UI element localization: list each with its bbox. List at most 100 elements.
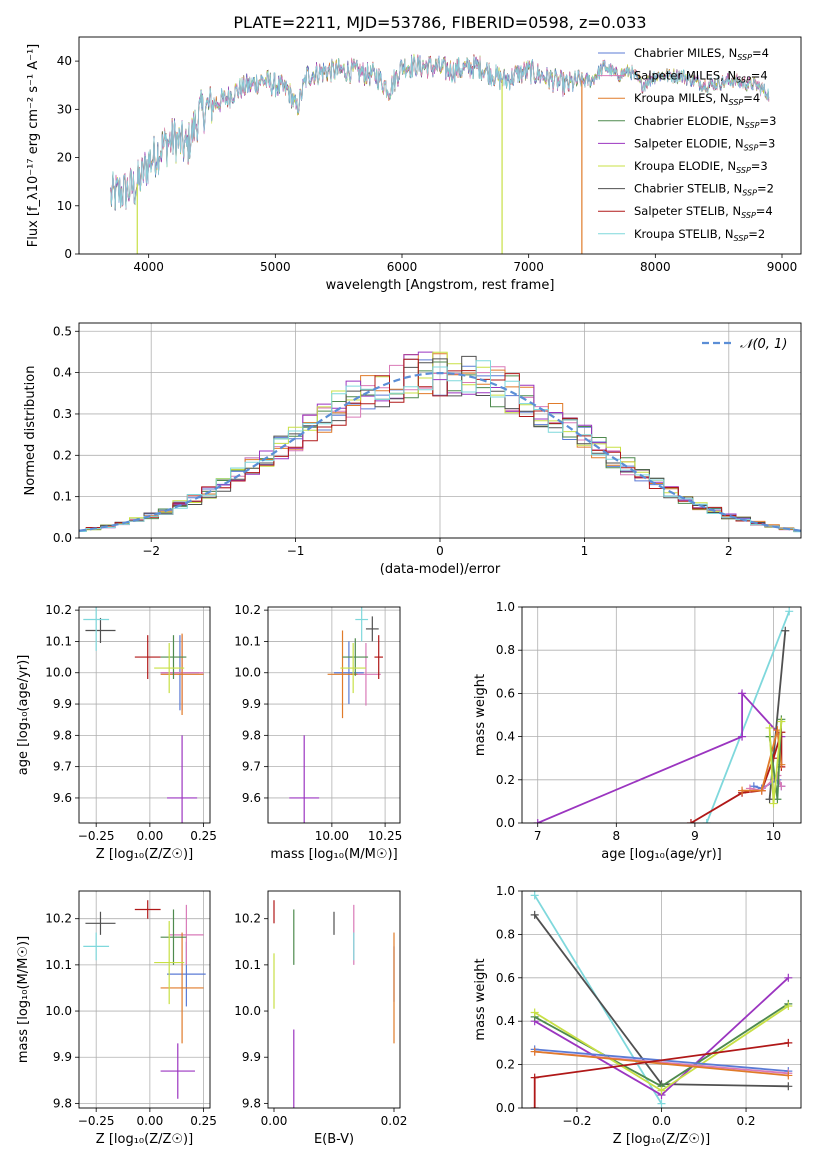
tick-label-y: 10: [57, 199, 72, 213]
tick-label-x: 9: [691, 829, 699, 843]
weight-marker-kr_miles: [530, 1047, 539, 1056]
tick-label-y: 10.0: [45, 666, 72, 680]
tick-label-y: 9.6: [242, 791, 261, 805]
axes-frame: [78, 322, 802, 539]
tick-label-x: 0.00: [137, 1114, 164, 1128]
tick-label-y: 10.0: [234, 666, 261, 680]
weight-marker-kr_elodie: [769, 799, 778, 808]
tick-label-y: 0.2: [496, 1058, 515, 1072]
tick-label-y: 9.7: [53, 760, 72, 774]
tick-label-x: 4000: [133, 260, 164, 274]
legend-label: Kroupa ELODIE, NSSP=3: [634, 159, 768, 175]
tick-label-y: 9.7: [242, 760, 261, 774]
tick-label-y: 0.8: [496, 643, 515, 657]
tick-label-x: 7000: [513, 260, 544, 274]
axes-frame: [267, 890, 401, 1109]
weight-marker-kr_elodie: [657, 1086, 666, 1095]
axis-label-x: E(B-V): [314, 1132, 354, 1147]
weight-marker-ch_stelib: [781, 626, 790, 635]
tick-label-y: 9.6: [53, 791, 72, 805]
tick-label-y: 10.1: [45, 958, 72, 972]
tick-label-y: 0.4: [53, 366, 72, 380]
spectrum-line-kr_stelib: [110, 55, 770, 209]
figure-title: PLATE=2211, MJD=53786, FIBERID=0598, z=0…: [233, 13, 646, 32]
tick-label-x: 0.2: [736, 1114, 755, 1128]
tick-label-y: 10.2: [45, 603, 72, 617]
plot-area-age_vs_Z: [83, 607, 204, 823]
plot-area-mass_weight_vs_age: [533, 607, 794, 823]
weight-line-kr_miles: [534, 1050, 789, 1077]
axes-frame: [78, 890, 211, 1109]
tick-label-x: 0.00: [261, 1114, 288, 1128]
weight-line-kr_stelib: [705, 610, 791, 823]
tick-label-y: 10.2: [45, 912, 72, 926]
normal-curve: [79, 372, 801, 532]
tick-label-y: 1.0: [496, 884, 515, 898]
tick-label-x: 2: [725, 544, 733, 558]
axis-label-x: mass [log₁₀(M/M☉)]: [270, 847, 397, 862]
axis-label-x: (data-model)/error: [380, 562, 501, 577]
axis-label-y: mass weight: [473, 674, 488, 756]
axis-label-x: Z [log₁₀(Z/Z☉)]: [96, 847, 193, 862]
weight-marker-kr_miles: [784, 1071, 793, 1080]
tick-label-y: 9.9: [242, 1050, 261, 1064]
axis-label-y: mass weight: [473, 958, 488, 1040]
tick-label-y: 20: [57, 151, 72, 165]
weight-marker-sa_elodie: [738, 732, 747, 741]
weight-marker-kr_elodie: [784, 1002, 793, 1011]
spectrum-legend: Chabrier MILES, NSSP=4 Salpeter MILES, NS…: [598, 46, 776, 243]
tick-label-x: −1: [287, 544, 305, 558]
weight-line-sa_stelib: [690, 732, 783, 823]
axis-label-x: Z [log₁₀(Z/Z☉)]: [96, 1132, 193, 1147]
histogram-kr_stelib: [79, 360, 801, 533]
axes-mass_vs_Z: −0.25 0.00 0.25 9.8 9.9 10.0 10.1 10.2 Z [log₁₀(…: [16, 890, 217, 1147]
plot-area-spectrum: [110, 53, 770, 254]
weight-marker-kr_stelib: [785, 607, 794, 616]
plot-area-age_vs_mass: [289, 607, 383, 823]
weight-line-sa_miles: [749, 773, 783, 792]
axes-age_vs_mass: 10.00 10.25 9.6 9.7 9.8 9.9 10.0 10.1 10.2 mass […: [234, 603, 402, 862]
axis-label-x: age [log₁₀(age/yr)]: [601, 847, 722, 862]
tick-label-y: 0.0: [53, 531, 72, 545]
legend-label: Chabrier MILES, NSSP=4: [634, 46, 769, 62]
axes-age_vs_Z: −0.25 0.00 0.25 9.6 9.7 9.8 9.9 10.0 10.1 10.2 Z […: [16, 603, 217, 862]
plot-area-mass_vs_EBV: [273, 900, 395, 1108]
tick-label-y: 0.6: [496, 686, 515, 700]
tick-label-y: 0.4: [496, 1014, 515, 1028]
tick-label-y: 0.5: [53, 324, 72, 338]
weight-marker-kr_elodie: [777, 717, 786, 726]
axes-residuals: −2 −1 0 1 2 0.0 0.1 0.2 0.3 0.4 0.5 (data-model)/er…: [23, 322, 802, 577]
axis-label-y: mass [log₁₀(M/M☉)]: [16, 936, 31, 1063]
weight-marker-sa_elodie: [738, 689, 747, 698]
plot-layer: 4000 5000 6000 7000 8000 9000010203040wavelen…: [16, 36, 802, 1147]
axis-label-y: Normed distribution: [23, 366, 38, 496]
legend-label: Salpeter STELIB, NSSP=4: [634, 204, 773, 220]
plot-area-mass_vs_Z: [83, 900, 206, 1099]
legend-label: Kroupa MILES, NSSP=4: [634, 91, 760, 107]
tick-label-x: 5000: [260, 260, 291, 274]
weight-marker-kr_miles: [738, 786, 747, 795]
legend-label: Salpeter MILES, NSSP=4: [634, 69, 768, 85]
axis-label-x: Z [log₁₀(Z/Z☉)]: [613, 1132, 710, 1147]
weight-marker-sa_stelib: [530, 1073, 539, 1082]
tick-label-x: 8: [612, 829, 620, 843]
weight-marker-kr_miles: [757, 786, 766, 795]
axes-mass_vs_EBV: 0.00 0.02 9.8 9.9 10.0 10.1 10.2 E(B-V): [234, 890, 408, 1147]
weight-marker-kr_stelib: [702, 819, 711, 823]
plot-area-residuals: [79, 351, 801, 533]
tick-label-x: 7: [534, 829, 542, 843]
weight-marker-ch_stelib: [530, 910, 539, 919]
tick-label-y: 10.2: [234, 912, 261, 926]
weight-marker-sa_elodie: [784, 973, 793, 982]
tick-label-y: 0.0: [496, 1101, 515, 1115]
tick-label-y: 9.8: [242, 728, 261, 742]
tick-label-x: 6000: [387, 260, 418, 274]
tick-label-y: 0.2: [496, 773, 515, 787]
weight-marker-kr_stelib: [657, 1099, 666, 1108]
tick-label-y: 10.0: [45, 1004, 72, 1018]
tick-label-x: 0.0: [652, 1114, 671, 1128]
tick-label-y: 0.4: [496, 730, 515, 744]
tick-label-x: 0.02: [381, 1114, 408, 1128]
weight-marker-kr_elodie: [530, 1008, 539, 1017]
tick-label-y: 0.1: [53, 490, 72, 504]
